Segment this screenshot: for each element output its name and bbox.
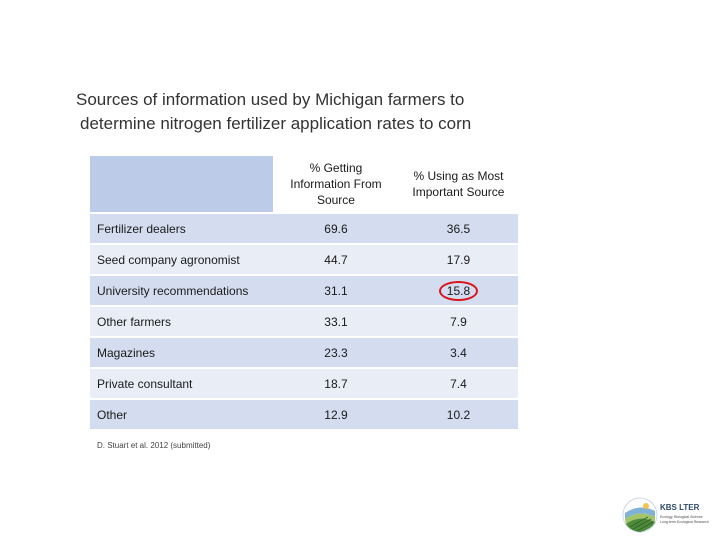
row-getting-value: 69.6 (273, 213, 399, 245)
row-most-important-cell: 15.8 (398, 275, 518, 307)
row-source-label: Other farmers (90, 306, 273, 338)
header-getting-information: % Getting Information From Source (273, 156, 399, 214)
table-row: Private consultant 18.7 7.4 (90, 368, 518, 400)
kbs-lter-logo: KBS LTER Ecology, Biological Science Lon… (622, 497, 714, 535)
row-getting-value: 23.3 (273, 337, 399, 369)
row-most-important-value: 7.4 (398, 368, 518, 400)
row-source-label: Seed company agronomist (90, 244, 273, 276)
title-line-1: Sources of information used by Michigan … (76, 90, 465, 109)
header-corner-cell (90, 156, 273, 214)
row-source-label: Private consultant (90, 368, 273, 400)
row-most-important-value: 7.9 (398, 306, 518, 338)
sources-table: % Getting Information From Source % Usin… (90, 156, 518, 431)
row-source-label: Other (90, 399, 273, 431)
title-line-2: determine nitrogen fertilizer applicatio… (80, 114, 472, 133)
table-row: Other 12.9 10.2 (90, 399, 518, 431)
table-header-row: % Getting Information From Source % Usin… (90, 156, 518, 214)
table-row: Other farmers 33.1 7.9 (90, 306, 518, 338)
row-getting-value: 18.7 (273, 368, 399, 400)
table-row: Fertilizer dealers 69.6 36.5 (90, 213, 518, 245)
highlighted-value-circle: 15.8 (438, 280, 479, 301)
row-most-important-value: 17.9 (398, 244, 518, 276)
citation: D. Stuart et al. 2012 (submitted) (97, 441, 211, 450)
row-most-important-value: 10.2 (398, 399, 518, 431)
logo-title: KBS LTER (660, 503, 700, 512)
table-row: Seed company agronomist 44.7 17.9 (90, 244, 518, 276)
row-getting-value: 44.7 (273, 244, 399, 276)
row-most-important-value: 3.4 (398, 337, 518, 369)
logo-subtitle-1: Ecology, Biological Science (660, 515, 703, 519)
table-row: Magazines 23.3 3.4 (90, 337, 518, 369)
row-source-label: University recommendations (90, 275, 273, 307)
row-source-label: Magazines (90, 337, 273, 369)
row-most-important-value: 36.5 (398, 213, 518, 245)
row-getting-value: 33.1 (273, 306, 399, 338)
header-most-important: % Using as Most Important Source (398, 156, 518, 214)
slide-title: Sources of information used by Michigan … (76, 88, 596, 136)
farm-field-icon (622, 497, 658, 533)
row-source-label: Fertilizer dealers (90, 213, 273, 245)
table-row: University recommendations 31.1 15.8 (90, 275, 518, 307)
logo-subtitle-2: Long-term Ecological Research (660, 520, 709, 524)
row-getting-value: 12.9 (273, 399, 399, 431)
row-getting-value: 31.1 (273, 275, 399, 307)
